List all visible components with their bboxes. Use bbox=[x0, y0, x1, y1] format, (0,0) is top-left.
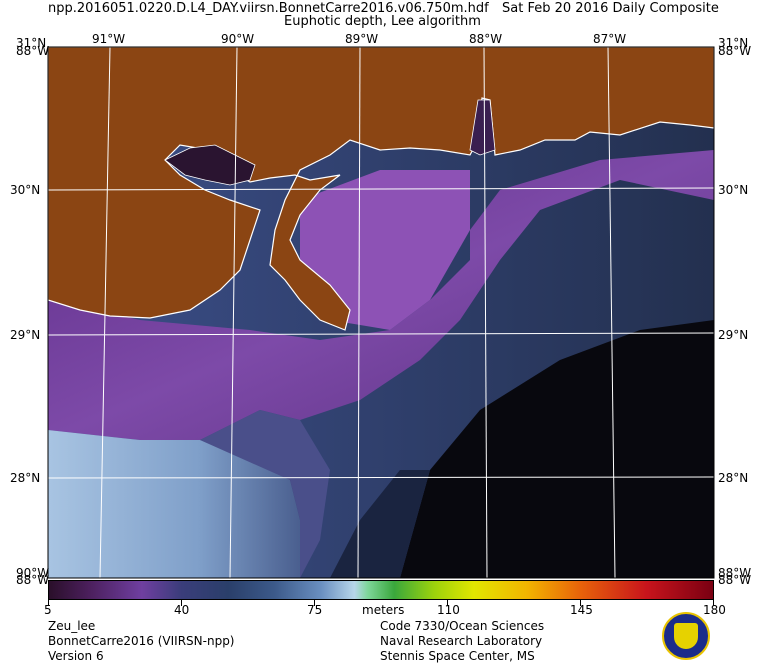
date-title: Sat Feb 20 2016 Daily Composite bbox=[502, 1, 719, 16]
colorbar-tick-label: 180 bbox=[703, 603, 726, 617]
corner-label-top-left-lat: 31°N bbox=[16, 36, 47, 50]
org-name: Naval Research Laboratory bbox=[380, 634, 543, 648]
colorbar-tick-label: 40 bbox=[174, 603, 190, 617]
corner-label-bottom-left-lon: 88°W bbox=[16, 573, 50, 587]
corner-label-bottom-right-lat: 88°W bbox=[718, 566, 752, 580]
lat-label-right: 28°N bbox=[718, 471, 749, 485]
corner-label-bottom-left-lat: 90°W bbox=[16, 566, 50, 580]
land bbox=[48, 47, 714, 331]
org-code: Code 7330/Ocean Sciences bbox=[380, 619, 545, 633]
colorbar-tick-label: 5 bbox=[44, 603, 52, 617]
lon-label: 91°W bbox=[92, 32, 126, 46]
colorbar-units: meters bbox=[362, 603, 405, 617]
corner-label-top-right-lon: 88°W bbox=[718, 44, 752, 58]
lon-label: 89°W bbox=[345, 32, 379, 46]
deep-water bbox=[400, 320, 714, 578]
product-code: Zeu_lee bbox=[48, 619, 96, 633]
corner-label-top-right-lat: 31°N bbox=[718, 36, 749, 50]
lon-label: 88°W bbox=[469, 32, 503, 46]
colorbar bbox=[48, 580, 714, 600]
lake bbox=[164, 144, 256, 186]
product-title: Euphotic depth, Lee algorithm bbox=[284, 14, 481, 29]
corner-label-bottom-right-lon: 88°W bbox=[718, 573, 752, 587]
region-sensor: BonnetCarre2016 (VIIRSN-npp) bbox=[48, 634, 235, 648]
colorbar-tick-label: 110 bbox=[437, 603, 460, 617]
gridlines bbox=[47, 46, 715, 579]
lat-label-right: 29°N bbox=[718, 328, 749, 342]
lat-label-right: 30°N bbox=[718, 183, 749, 197]
lat-label-left: 30°N bbox=[10, 183, 41, 197]
lat-label-left: 28°N bbox=[10, 471, 41, 485]
colorbar-tick-label: 145 bbox=[570, 603, 593, 617]
lat-label-left: 29°N bbox=[10, 328, 41, 342]
lon-label: 90°W bbox=[221, 32, 255, 46]
coastal-plume bbox=[48, 150, 714, 440]
org-location: Stennis Space Center, MS bbox=[380, 649, 535, 663]
filename-title: npp.2016051.0220.D.L4_DAY.viirsn.BonnetC… bbox=[48, 1, 489, 16]
corner-label-top-left-lon: 88°W bbox=[16, 44, 50, 58]
nrl-seal-icon bbox=[662, 612, 710, 660]
colorbar-tick-label: 75 bbox=[307, 603, 323, 617]
shelf-water bbox=[48, 430, 300, 578]
lon-label: 87°W bbox=[593, 32, 627, 46]
version: Version 6 bbox=[48, 649, 104, 663]
